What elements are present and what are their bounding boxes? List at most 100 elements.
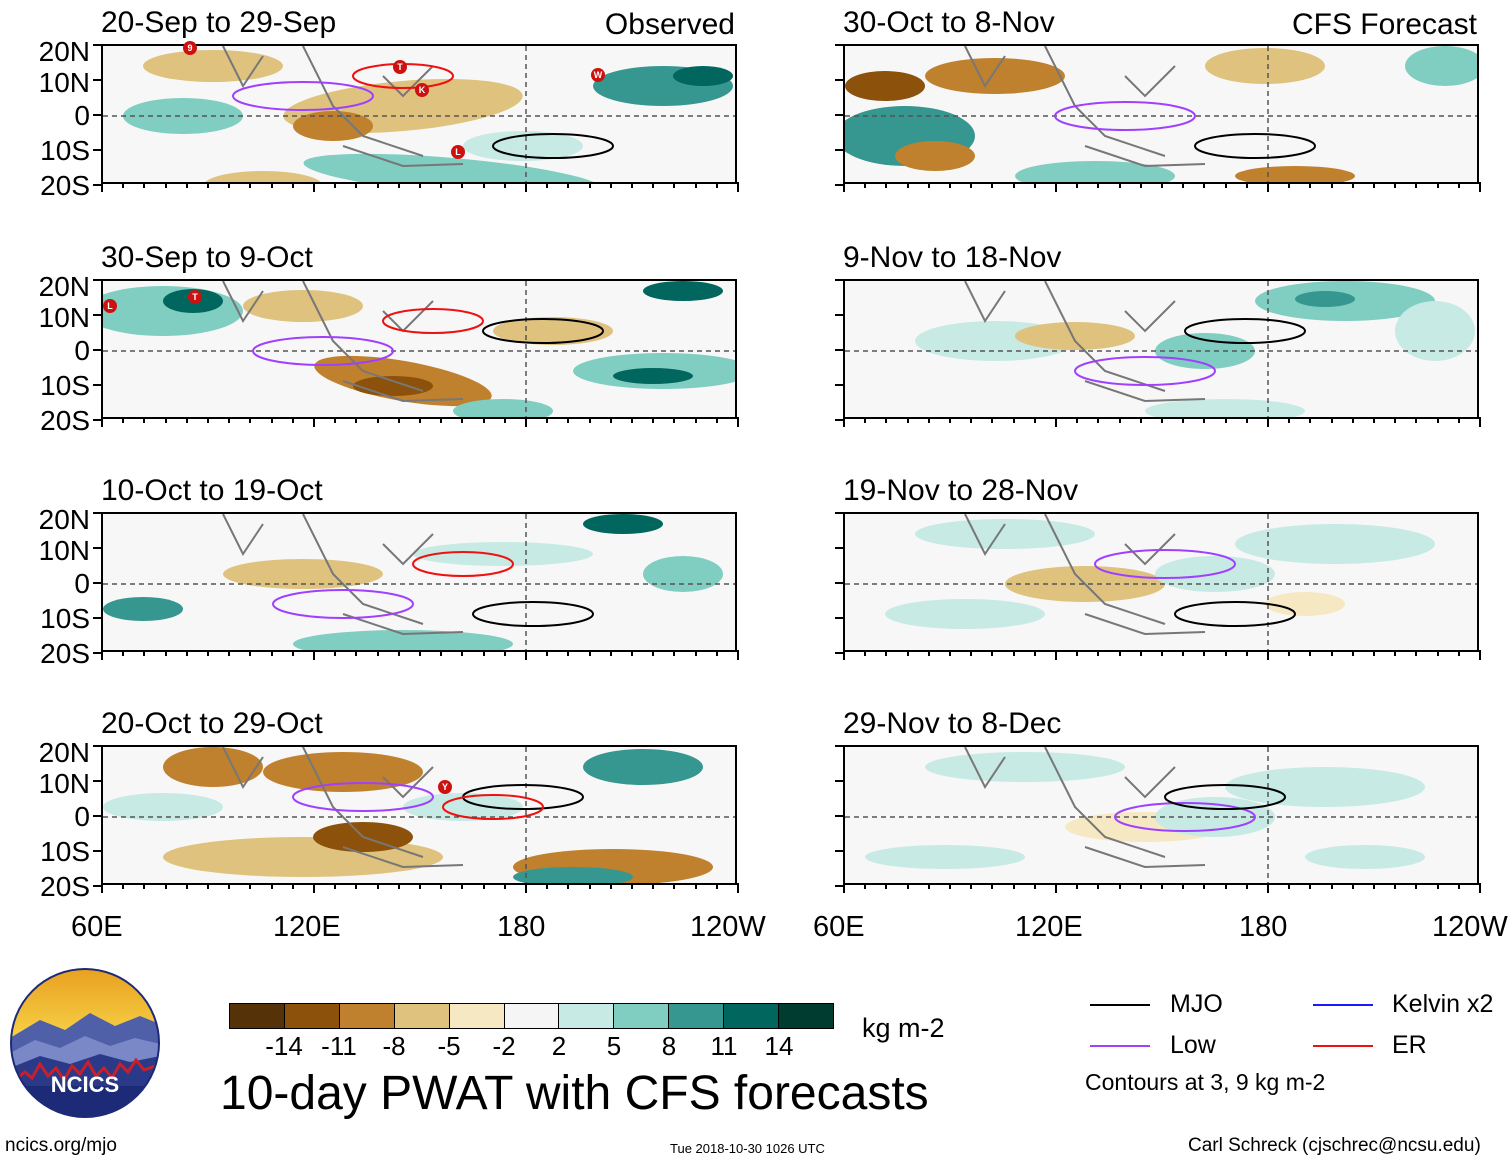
x-tick [1012, 883, 1015, 889]
x-tick [1479, 182, 1481, 192]
y-tick [835, 149, 843, 151]
legend-low-line [1090, 1045, 1150, 1047]
y-tick [93, 745, 101, 747]
x-tick [376, 417, 379, 423]
y-axis-label: 20S [40, 638, 90, 669]
y-axis-label: 0 [74, 568, 90, 599]
colorbar [229, 1003, 834, 1029]
x-tick [694, 650, 697, 656]
x-tick [334, 417, 337, 423]
x-tick [1161, 883, 1163, 889]
x-tick [122, 883, 125, 889]
x-tick [1394, 417, 1397, 423]
x-tick [1436, 182, 1439, 188]
x-tick [737, 182, 739, 192]
x-tick [461, 417, 464, 423]
y-tick [835, 114, 843, 116]
x-tick [546, 650, 549, 656]
x-tick [185, 417, 188, 423]
x-tick [927, 182, 930, 188]
x-tick [949, 182, 951, 188]
x-tick [249, 182, 252, 188]
x-tick [1394, 182, 1397, 188]
x-tick [567, 182, 570, 188]
x-tick [715, 650, 718, 656]
x-tick [440, 182, 443, 188]
y-tick [93, 582, 101, 584]
x-axis-label: 120E [273, 911, 341, 943]
x-axis-label: 120W [690, 911, 766, 943]
x-tick [1436, 650, 1439, 656]
x-tick [1224, 182, 1227, 188]
x-tick [864, 650, 867, 656]
y-axis-label: 20N [38, 36, 90, 67]
x-tick [906, 182, 909, 188]
legend-mjo-label: MJO [1170, 990, 1223, 1018]
pwat-field [845, 46, 1477, 182]
x-tick [376, 650, 379, 656]
y-tick [93, 512, 101, 514]
y-axis-label: 10N [38, 67, 90, 98]
panel-date-range: 29-Nov to 8-Dec [843, 707, 1062, 740]
x-tick [885, 417, 888, 423]
footer-url[interactable]: ncics.org/mjo [5, 1135, 117, 1156]
x-tick [397, 883, 400, 889]
x-axis-label: 120E [1015, 911, 1083, 943]
map-panel [843, 44, 1479, 184]
y-tick [93, 384, 101, 386]
x-tick [397, 182, 400, 188]
x-tick [143, 417, 146, 423]
x-tick [101, 182, 103, 192]
map-panel [101, 44, 737, 184]
x-tick [906, 883, 909, 889]
x-tick [164, 182, 167, 188]
x-tick [101, 650, 103, 660]
x-tick [546, 182, 549, 188]
footer-timestamp: Tue 2018-10-30 1026 UTC [670, 1141, 825, 1156]
colorbar-tick-label: 14 [764, 1031, 794, 1061]
y-tick [835, 780, 843, 782]
x-tick [694, 883, 697, 889]
x-tick [567, 883, 570, 889]
colorbar-tick-label: 5 [606, 1031, 622, 1061]
legend-mjo-line [1090, 1004, 1150, 1006]
x-tick [673, 417, 676, 423]
x-tick [440, 883, 443, 889]
colorbar-swatch [504, 1004, 560, 1028]
colorbar-swatch [394, 1004, 450, 1028]
x-tick [1203, 182, 1206, 188]
x-tick [1097, 417, 1100, 423]
x-tick [482, 417, 485, 423]
y-tick [835, 850, 843, 852]
x-tick [1267, 182, 1269, 192]
panel-date-range: 20-Sep to 29-Sep [101, 6, 337, 39]
x-tick [1351, 650, 1354, 656]
x-tick [1351, 182, 1354, 188]
colorbar-tick-label: -2 [492, 1031, 516, 1061]
ncics-logo[interactable]: NCICS [10, 968, 160, 1118]
y-tick [93, 780, 101, 782]
colorbar-tick-label: 11 [710, 1031, 738, 1061]
y-tick [93, 314, 101, 316]
x-tick [1182, 182, 1185, 188]
legend-low-label: Low [1170, 1031, 1216, 1059]
x-tick [1415, 650, 1418, 656]
y-tick [93, 547, 101, 549]
x-tick [525, 182, 527, 192]
x-tick [1076, 182, 1079, 188]
x-tick [546, 883, 549, 889]
storm-marker: L [451, 145, 465, 159]
x-tick [440, 417, 443, 423]
x-axis-label: 180 [1239, 911, 1288, 943]
y-tick [835, 349, 843, 351]
x-tick [949, 650, 951, 656]
y-tick [835, 652, 843, 654]
y-tick [93, 79, 101, 81]
x-axis-label: 60E [813, 911, 865, 943]
x-tick [991, 650, 994, 656]
panel-date-range: 19-Nov to 28-Nov [843, 474, 1079, 507]
colorbar-tick-label: -11 [321, 1031, 357, 1061]
x-tick [1415, 182, 1418, 188]
x-tick [1161, 650, 1163, 656]
x-tick [949, 417, 951, 423]
